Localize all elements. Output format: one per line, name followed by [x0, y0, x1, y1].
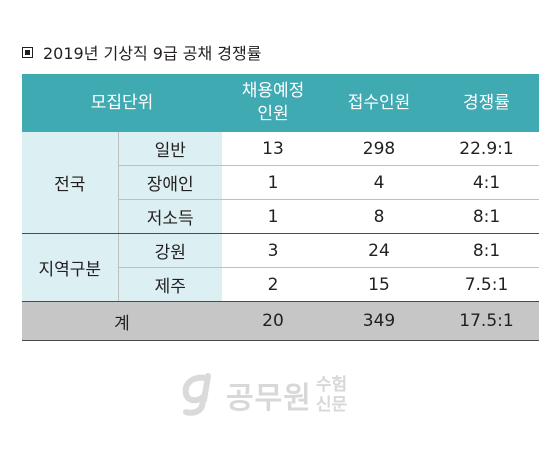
sub-unit: 장애인 — [117, 165, 222, 200]
competition-ratio: 7.5:1 — [434, 267, 539, 302]
table-row: 제주 2 15 7.5:1 — [22, 267, 539, 302]
total-label: 계 — [22, 301, 222, 341]
group-label: 전국 — [22, 132, 118, 234]
header-planned: 채용예정 인원 — [222, 74, 324, 132]
competition-ratio: 8:1 — [434, 199, 539, 234]
total-planned: 20 — [222, 301, 324, 341]
planned-count: 1 — [222, 165, 324, 200]
watermark-sub-line2: 신문 — [315, 395, 348, 415]
publisher-logo-icon — [182, 373, 211, 416]
sub-unit: 일반 — [117, 132, 222, 166]
watermark-sub: 수험 신문 — [316, 375, 347, 415]
sub-unit: 강원 — [117, 233, 222, 268]
applicant-count: 8 — [324, 199, 434, 234]
sub-unit: 저소득 — [117, 199, 222, 234]
header-unit: 모집단위 — [22, 74, 222, 132]
competition-rate-table: 모집단위 채용예정 인원 접수인원 경쟁률 전국 일반 13 298 22.9:… — [22, 74, 539, 341]
total-row: 계 20 349 17.5:1 — [22, 301, 539, 341]
competition-ratio: 22.9:1 — [434, 132, 539, 166]
table-caption: 2019년 기상직 9급 공채 경쟁률 — [22, 40, 261, 64]
table-row: 지역구분 강원 3 24 8:1 — [22, 233, 539, 302]
total-applicants: 349 — [324, 301, 434, 341]
total-ratio: 17.5:1 — [434, 301, 539, 341]
header-ratio: 경쟁률 — [434, 74, 539, 132]
group-label: 지역구분 — [22, 233, 118, 302]
applicant-count: 298 — [324, 132, 434, 166]
table-title: 2019년 기상직 9급 공채 경쟁률 — [43, 44, 262, 63]
sub-unit: 제주 — [117, 267, 222, 302]
applicant-count: 4 — [324, 165, 434, 200]
applicant-count: 15 — [324, 267, 434, 302]
table-row: 저소득 1 8 8:1 — [22, 199, 539, 234]
publisher-watermark: 공무원 수험 신문 — [178, 370, 347, 420]
competition-ratio: 8:1 — [434, 233, 539, 268]
planned-count: 2 — [222, 267, 324, 302]
applicant-count: 24 — [324, 233, 434, 268]
competition-ratio: 4:1 — [434, 165, 539, 200]
planned-count: 3 — [222, 233, 324, 268]
square-bullet-icon — [22, 46, 33, 58]
watermark-sub-line1: 수험 — [315, 375, 348, 395]
header-planned-line2: 인원 — [257, 104, 289, 124]
header-planned-line1: 채용예정 — [241, 81, 305, 101]
table-row: 장애인 1 4 4:1 — [22, 165, 539, 200]
planned-count: 13 — [222, 132, 324, 166]
header-row: 모집단위 채용예정 인원 접수인원 경쟁률 — [22, 74, 539, 132]
watermark-name: 공무원 — [226, 381, 312, 416]
table-row: 전국 일반 13 298 22.9:1 — [22, 132, 539, 234]
planned-count: 1 — [222, 199, 324, 234]
header-applicants: 접수인원 — [324, 74, 434, 132]
